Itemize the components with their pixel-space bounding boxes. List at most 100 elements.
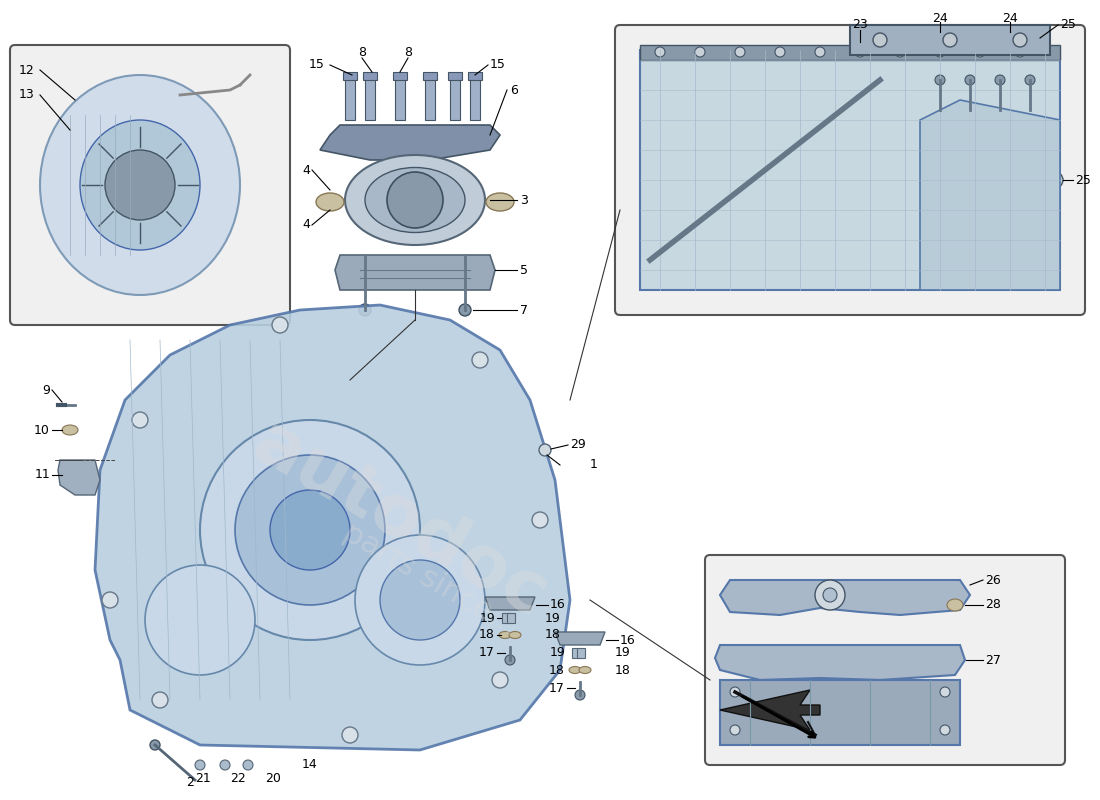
Text: 4: 4 — [302, 163, 310, 177]
Text: 1: 1 — [590, 458, 598, 471]
Bar — [720, 680, 960, 745]
Text: 4: 4 — [302, 218, 310, 231]
Circle shape — [735, 47, 745, 57]
Text: 29: 29 — [570, 438, 585, 451]
Text: 21: 21 — [195, 771, 211, 785]
Circle shape — [730, 687, 740, 697]
Text: 8: 8 — [404, 46, 412, 58]
Circle shape — [965, 75, 975, 85]
Circle shape — [730, 725, 740, 735]
Text: 12: 12 — [19, 63, 35, 77]
Bar — [393, 72, 407, 80]
Text: 16: 16 — [550, 598, 565, 611]
Text: 24: 24 — [1002, 11, 1018, 25]
Circle shape — [575, 690, 585, 700]
Text: 19: 19 — [480, 611, 495, 625]
Text: 7: 7 — [520, 303, 528, 317]
Circle shape — [102, 592, 118, 608]
Bar — [850, 25, 1050, 55]
Text: 3: 3 — [520, 194, 528, 206]
Text: 5: 5 — [520, 263, 528, 277]
Bar — [640, 45, 1060, 60]
Text: 19: 19 — [544, 611, 561, 625]
Text: 14: 14 — [302, 758, 318, 771]
FancyBboxPatch shape — [615, 25, 1085, 315]
Circle shape — [195, 760, 205, 770]
Circle shape — [1013, 33, 1027, 47]
Circle shape — [104, 150, 175, 220]
Ellipse shape — [499, 631, 512, 638]
Circle shape — [940, 725, 950, 735]
Ellipse shape — [509, 631, 521, 638]
Ellipse shape — [486, 193, 514, 211]
Circle shape — [270, 490, 350, 570]
Bar — [450, 75, 460, 120]
Bar — [395, 75, 405, 120]
Circle shape — [943, 33, 957, 47]
Ellipse shape — [365, 167, 465, 233]
Polygon shape — [920, 100, 1060, 290]
Circle shape — [815, 580, 845, 610]
Bar — [502, 613, 510, 623]
Circle shape — [1047, 172, 1063, 188]
Circle shape — [695, 47, 705, 57]
Circle shape — [459, 304, 471, 316]
Text: 25: 25 — [1060, 18, 1076, 31]
Circle shape — [855, 47, 865, 57]
Bar — [424, 72, 437, 80]
Circle shape — [654, 47, 666, 57]
Polygon shape — [720, 690, 820, 730]
Circle shape — [873, 33, 887, 47]
Bar — [578, 648, 585, 658]
Ellipse shape — [579, 666, 591, 674]
Text: parts since...: parts since... — [338, 518, 522, 642]
Circle shape — [379, 560, 460, 640]
Text: 22: 22 — [230, 771, 245, 785]
Bar — [448, 72, 462, 80]
Text: 11: 11 — [34, 469, 50, 482]
Circle shape — [243, 760, 253, 770]
Text: 17: 17 — [480, 646, 495, 659]
Bar — [507, 613, 515, 623]
Circle shape — [492, 672, 508, 688]
Circle shape — [539, 444, 551, 456]
Text: 6: 6 — [510, 83, 518, 97]
Bar — [572, 648, 580, 658]
Circle shape — [472, 352, 488, 368]
Text: 19: 19 — [615, 646, 630, 659]
Circle shape — [235, 455, 385, 605]
Circle shape — [355, 535, 485, 665]
Text: 9: 9 — [42, 383, 50, 397]
Text: 19: 19 — [549, 646, 565, 659]
Text: 18: 18 — [549, 663, 565, 677]
Text: 25: 25 — [1075, 174, 1091, 186]
Polygon shape — [720, 580, 970, 615]
Text: 18: 18 — [615, 663, 631, 677]
Circle shape — [975, 47, 984, 57]
Circle shape — [823, 588, 837, 602]
Circle shape — [505, 655, 515, 665]
Circle shape — [132, 412, 148, 428]
Bar — [345, 75, 355, 120]
Text: 16: 16 — [620, 634, 636, 646]
Circle shape — [150, 740, 160, 750]
Circle shape — [145, 565, 255, 675]
Circle shape — [940, 687, 950, 697]
Text: 15: 15 — [490, 58, 506, 71]
Polygon shape — [58, 460, 100, 495]
Bar — [468, 72, 482, 80]
Text: 18: 18 — [480, 629, 495, 642]
Circle shape — [895, 47, 905, 57]
Circle shape — [532, 512, 548, 528]
Polygon shape — [336, 255, 495, 290]
Text: 27: 27 — [984, 654, 1001, 666]
Text: 23: 23 — [852, 18, 868, 31]
Text: 18: 18 — [544, 629, 561, 642]
Circle shape — [815, 47, 825, 57]
Text: 20: 20 — [265, 771, 280, 785]
FancyBboxPatch shape — [10, 45, 290, 325]
Circle shape — [220, 760, 230, 770]
Circle shape — [1015, 47, 1025, 57]
Text: 26: 26 — [984, 574, 1001, 586]
Bar — [363, 72, 377, 80]
